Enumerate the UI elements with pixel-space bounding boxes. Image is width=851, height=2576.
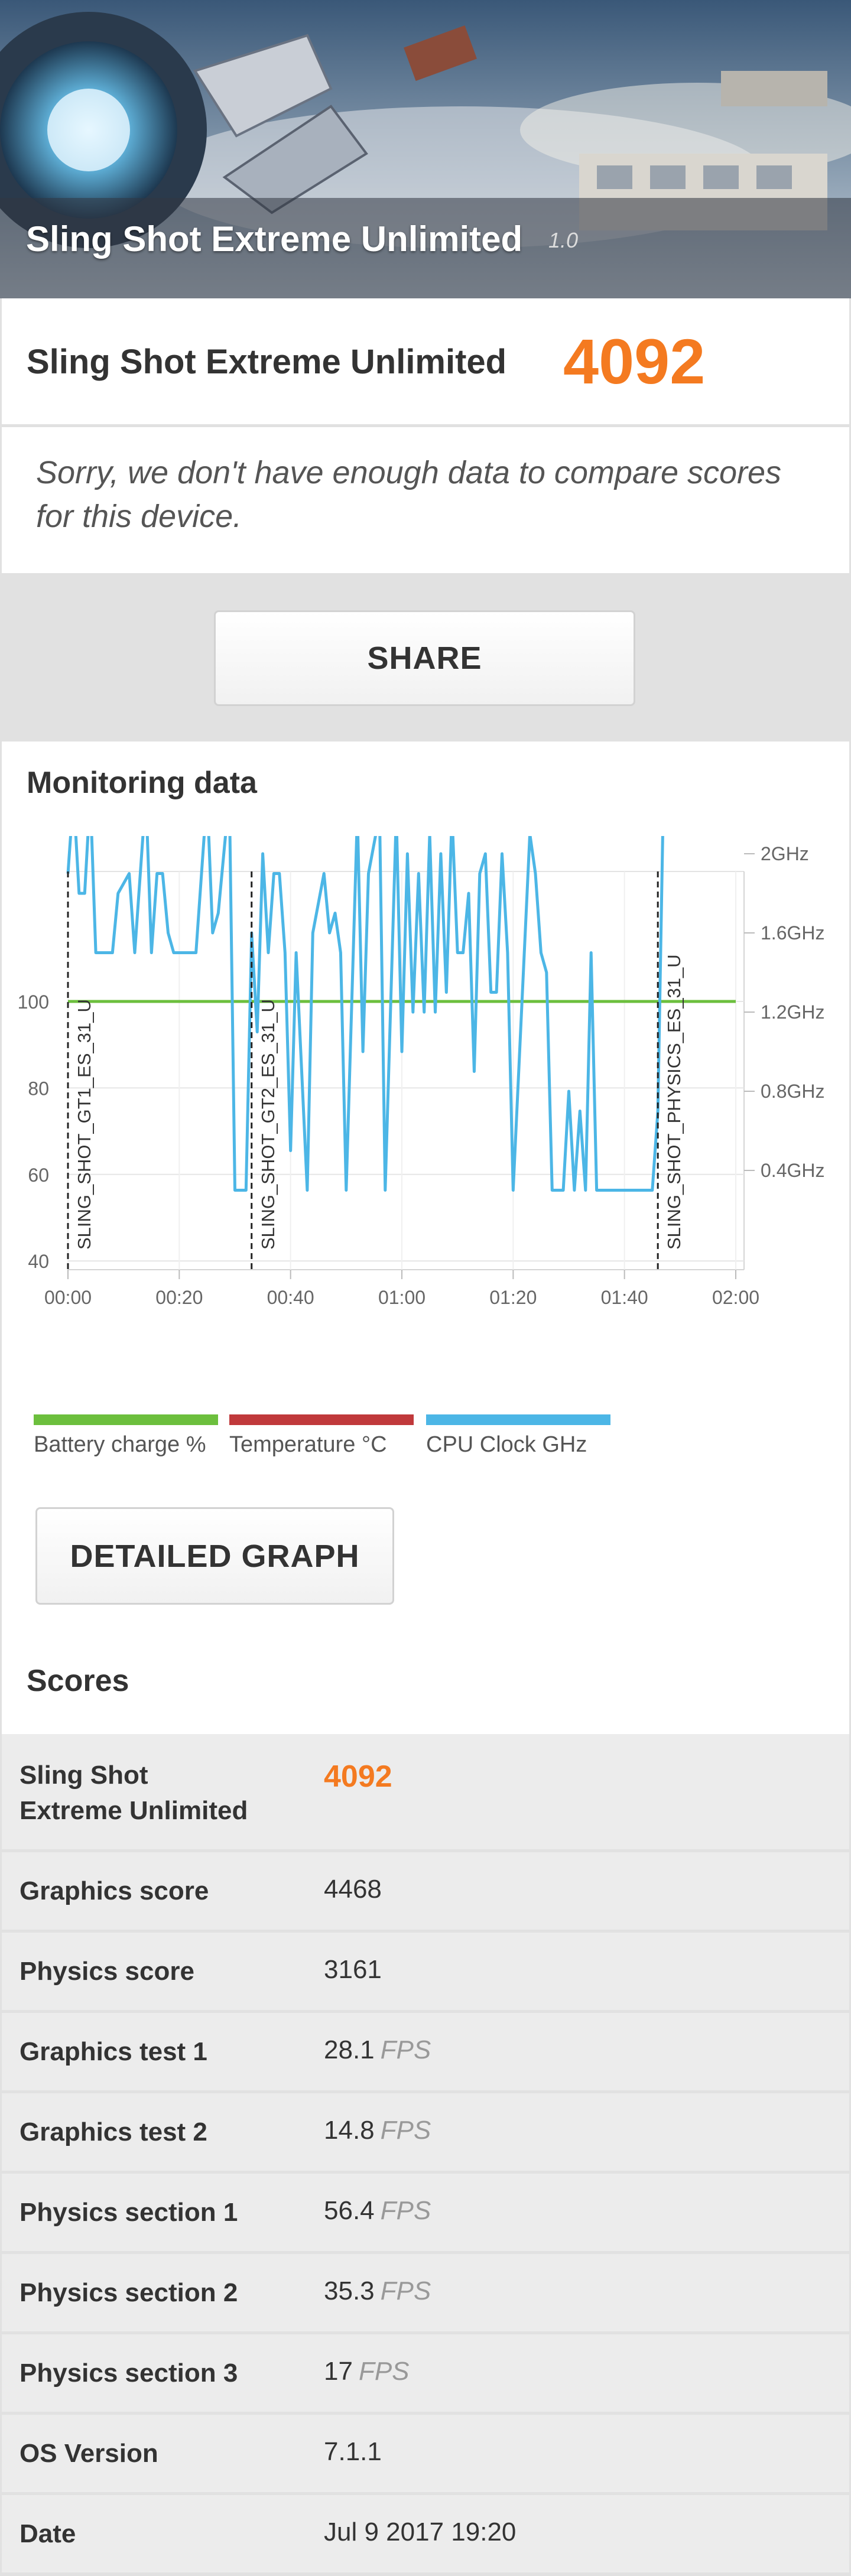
detailed-graph-button[interactable]: DETAILED GRAPH: [35, 1507, 394, 1605]
score-row: Sling Shot Extreme Unlimited 4092: [2, 1734, 849, 1849]
x-tick-label: 00:40: [267, 1287, 314, 1308]
score-row-value: 4092: [324, 1759, 392, 1794]
score-row-value-cell: 4468: [324, 1875, 382, 1904]
score-row-value: 4468: [324, 1875, 382, 1904]
score-row-value-cell: 7.1.1: [324, 2437, 382, 2467]
legend-cpu-clock-swatch: [426, 1414, 610, 1425]
scores-title: Scores: [27, 1664, 129, 1698]
score-row-value: 14.8: [324, 2116, 375, 2145]
y-right-tick-label: 1.2GHz: [761, 1001, 824, 1023]
x-tick-label: 01:40: [601, 1287, 648, 1308]
score-row-value-cell: 4092: [324, 1759, 392, 1794]
section-marker-label: SLING_SHOT_GT2_ES_31_U: [258, 999, 278, 1250]
x-tick-label: 00:00: [44, 1287, 92, 1308]
y-right-tick-label: 2GHz: [761, 843, 809, 864]
score-row: Physics section 2 35.3 FPS: [2, 2254, 849, 2331]
score-row-unit: FPS: [380, 2116, 431, 2145]
monitoring-chart: 204060801000.4GHz0.8GHz1.2GHz1.6GHz2GHz0…: [18, 836, 824, 1338]
score-row: Physics score 3161: [2, 1933, 849, 2010]
legend-temperature: Temperature °C: [229, 1414, 414, 1458]
score-row-value: Jul 9 2017 19:20: [324, 2518, 517, 2546]
legend-battery-swatch: [34, 1414, 218, 1425]
y-right-tick-label: 1.6GHz: [761, 922, 824, 944]
score-row-unit: FPS: [380, 2276, 431, 2305]
score-header: Sling Shot Extreme Unlimited 4092: [2, 298, 849, 424]
score-row-value-cell: Jul 9 2017 19:20: [324, 2518, 516, 2547]
score-row-value: 56.4: [324, 2196, 375, 2225]
y-right-tick-label: 0.8GHz: [761, 1081, 824, 1102]
section-marker-label: SLING_SHOT_PHYSICS_ES_31_U: [664, 954, 684, 1250]
legend-temperature-swatch: [229, 1414, 414, 1425]
score-row-label: Date: [20, 2519, 76, 2548]
y-right-tick-label: 0.4GHz: [761, 1160, 824, 1181]
score-row-label: Physics section 1: [20, 2198, 238, 2227]
comparison-notice-text: Sorry, we don't have enough data to comp…: [36, 455, 782, 534]
score-row-value: 17: [324, 2357, 353, 2386]
score-row-label: Physics section 3: [20, 2359, 238, 2388]
score-row-unit: FPS: [358, 2357, 410, 2386]
score-row: Graphics score 4468: [2, 1852, 849, 1930]
benchmark-banner: Sling Shot Extreme Unlimited 1.0: [0, 0, 851, 298]
score-row-label: Graphics test 1: [20, 2037, 207, 2066]
monitoring-title: Monitoring data: [27, 766, 257, 800]
y-left-tick-label: 40: [28, 1251, 49, 1272]
legend-cpu-clock-label: CPU Clock GHz: [426, 1432, 587, 1457]
share-button[interactable]: SHARE: [214, 610, 635, 706]
score-row-label: Physics section 2: [20, 2278, 238, 2307]
legend-battery-label: Battery charge %: [34, 1432, 206, 1457]
score-row: Graphics test 1 28.1 FPS: [2, 2013, 849, 2090]
score-row-value-cell: 35.3 FPS: [324, 2276, 431, 2306]
score-row-value: 28.1: [324, 2035, 375, 2064]
score-row: Date Jul 9 2017 19:20: [2, 2495, 849, 2572]
y-left-tick-label: 60: [28, 1165, 49, 1186]
score-row-value-cell: 56.4 FPS: [324, 2196, 431, 2226]
legend-temperature-label: Temperature °C: [229, 1432, 387, 1457]
score-row-value-cell: 28.1 FPS: [324, 2035, 431, 2065]
x-tick-label: 01:20: [489, 1287, 537, 1308]
legend-battery: Battery charge %: [34, 1414, 218, 1458]
y-left-tick-label: 100: [18, 991, 49, 1013]
score-row-label: Graphics score: [20, 1876, 209, 1905]
score-row-unit: FPS: [380, 2196, 431, 2225]
section-marker-label: SLING_SHOT_GT1_ES_31_U: [74, 999, 95, 1250]
overall-score: 4092: [563, 326, 706, 397]
legend-cpu-clock: CPU Clock GHz: [426, 1414, 610, 1458]
score-row-value: 35.3: [324, 2276, 375, 2305]
score-row-label: Physics score: [20, 1957, 194, 1986]
y-left-tick-label: 80: [28, 1078, 49, 1099]
score-row-value: 7.1.1: [324, 2437, 382, 2466]
score-row-value-cell: 14.8 FPS: [324, 2116, 431, 2145]
score-row-value-cell: 3161: [324, 1955, 382, 1985]
score-row-label: Graphics test 2: [20, 2118, 207, 2146]
comparison-notice: Sorry, we don't have enough data to comp…: [2, 427, 849, 573]
x-tick-label: 01:00: [378, 1287, 426, 1308]
series-line-2: [66, 836, 664, 1192]
banner-title-bar: [0, 198, 851, 298]
banner-version: 1.0: [548, 228, 579, 252]
score-row-label: OS Version: [20, 2439, 158, 2468]
x-tick-label: 00:20: [155, 1287, 203, 1308]
benchmark-name: Sling Shot Extreme Unlimited: [27, 343, 507, 381]
score-row-label: Sling Shot Extreme Unlimited: [20, 1761, 248, 1825]
score-row: Physics section 1 56.4 FPS: [2, 2174, 849, 2251]
score-row: Graphics test 2 14.8 FPS: [2, 2093, 849, 2171]
score-row: Physics section 3 17 FPS: [2, 2334, 849, 2412]
score-row: OS Version 7.1.1: [2, 2415, 849, 2492]
score-row-unit: FPS: [380, 2035, 431, 2064]
score-row-value: 3161: [324, 1955, 382, 1984]
banner-title: Sling Shot Extreme Unlimited: [26, 219, 523, 259]
monitoring-panel: Monitoring data 204060801000.4GHz0.8GHz1…: [2, 741, 849, 1734]
score-row-value-cell: 17 FPS: [324, 2357, 410, 2386]
x-tick-label: 02:00: [712, 1287, 759, 1308]
